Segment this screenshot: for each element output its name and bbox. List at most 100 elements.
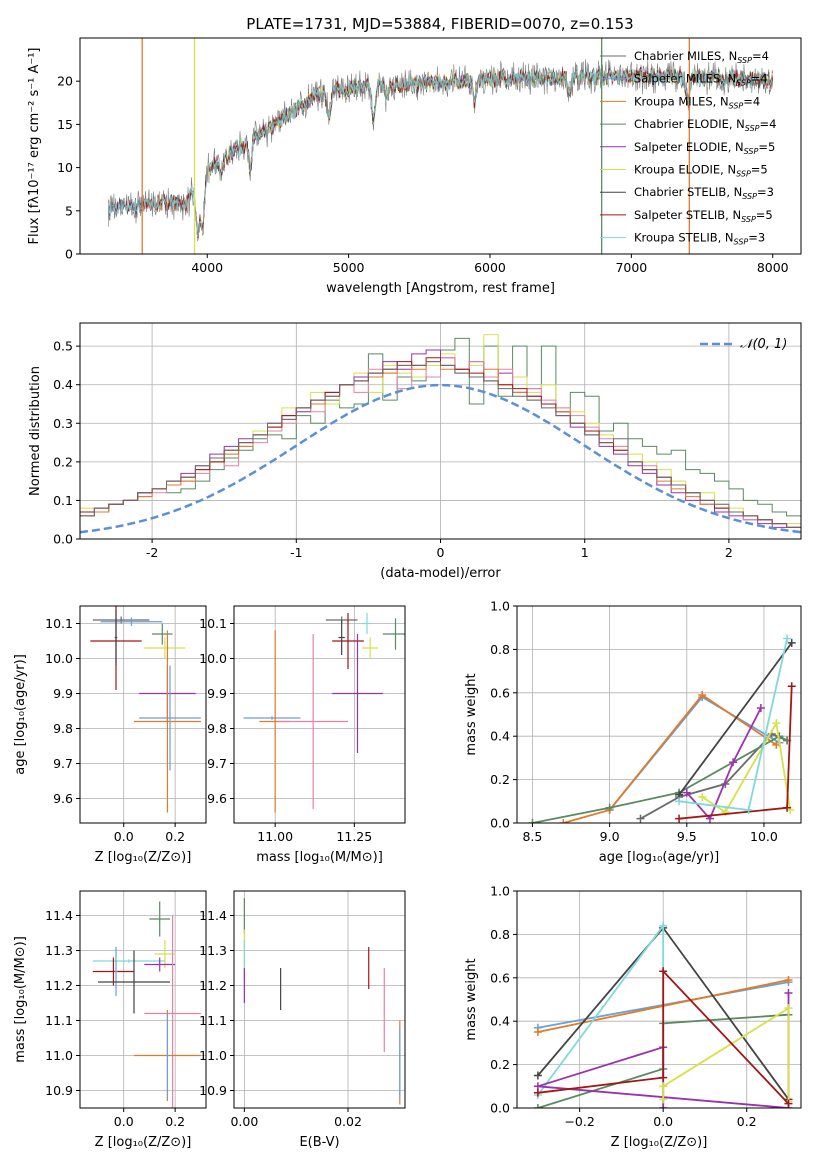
weight-marker	[533, 1104, 542, 1108]
x-axis-label: Z [log₁₀(Z/Z⊙)]	[95, 1135, 192, 1150]
weight-marker	[698, 690, 707, 699]
errorbar-point	[114, 947, 118, 996]
x-tick-label: 1	[581, 545, 589, 560]
y-tick-label: 0.2	[490, 772, 510, 787]
y-tick-label: 9.6	[53, 791, 73, 806]
y-tick-label: 0.4	[53, 377, 73, 392]
histogram-series-0	[80, 337, 801, 521]
y-tick-label: 20	[57, 74, 73, 89]
errorbar-point	[92, 957, 134, 986]
x-tick-label: 8000	[757, 260, 789, 275]
x-tick-label: 0.2	[165, 1114, 185, 1129]
legend-entry: Chabrier ELODIE, NSSP=4	[634, 117, 776, 133]
weight-marker	[783, 634, 792, 643]
legend-sub: SSP	[729, 101, 744, 110]
errorbar-point	[144, 915, 201, 1108]
x-tick-label: 10.0	[750, 829, 778, 844]
errorbar-point	[152, 623, 173, 645]
legend-sub: SSP	[736, 79, 751, 88]
plot-area	[107, 38, 774, 254]
histogram-series-5	[80, 357, 801, 532]
x-axis-label: (data-model)/error	[380, 566, 501, 581]
y-tick-label: 10.0	[45, 651, 73, 666]
x-tick-label: 0	[437, 545, 445, 560]
panel-age-vs-mass: 11.00 11.25 9.6 9.7 9.8 9.9 10.0 10.1 mass [log₁…	[199, 605, 406, 865]
axes-frame	[79, 37, 802, 255]
legend-name: Chabrier ELODIE, N	[634, 117, 745, 131]
legend-suffix: =4	[752, 49, 769, 63]
x-tick-label: 11.00	[257, 829, 293, 844]
weight-marker	[772, 719, 781, 728]
weight-marker	[784, 1099, 793, 1108]
x-axis-label: Z [log₁₀(Z/Z⊙)]	[95, 850, 192, 865]
weight-marker	[659, 967, 668, 976]
panel-mass-vs-z: 0.0 0.2 10.9 11.0 11.1 11.2 11.3 11.4 Z [log₁₀(Z…	[13, 890, 207, 1150]
y-tick-label: 9.7	[207, 756, 227, 771]
x-tick-label: 0.02	[334, 1114, 362, 1129]
y-tick-label: 11.1	[199, 1013, 227, 1028]
x-tick-label: 2	[725, 545, 733, 560]
weight-marker	[784, 975, 793, 984]
legend-suffix: =4	[751, 72, 768, 86]
y-tick-label: 1.0	[490, 599, 510, 614]
y-tick-label: 9.8	[53, 721, 73, 736]
y-tick-label: 11.0	[199, 1048, 227, 1063]
x-tick-label: 8.5	[522, 829, 542, 844]
errorbar-point	[92, 959, 165, 963]
legend: 𝒩(0, 1)	[700, 337, 787, 352]
panel-age-vs-z: 0.0 0.2 9.6 9.7 9.8 9.9 10.0 10.1 Z [log₁₀(Z/Z⊙)…	[13, 605, 207, 865]
panel-weight-vs-z: −0.2 0.0 0.2 0.0 0.2 0.4 0.6 0.8 1.0 Z [log₁₀(Z/Z…	[464, 884, 802, 1150]
errorbar-point	[144, 637, 186, 659]
plot-area	[80, 891, 206, 1108]
weight-marker	[533, 1088, 542, 1097]
y-tick-label: 0.4	[490, 1014, 510, 1029]
y-tick-label: 0.2	[53, 454, 73, 469]
legend-name: Kroupa ELODIE, N	[634, 163, 736, 177]
weight-marker	[784, 1004, 793, 1013]
legend-sub: SSP	[744, 147, 759, 156]
errorbar-point	[114, 609, 118, 666]
weight-marker	[533, 1071, 542, 1080]
legend-suffix: =5	[751, 163, 768, 177]
errorbar-point	[382, 618, 405, 650]
weight-marker	[659, 1095, 668, 1104]
legend-entry: Salpeter ELODIE, NSSP=5	[634, 140, 775, 156]
x-tick-label: 6000	[474, 260, 506, 275]
legend-entry: Chabrier STELIB, NSSP=3	[634, 185, 774, 201]
x-axis-label: age [log₁₀(age/yr)]	[599, 850, 720, 865]
x-tick-label: 5000	[333, 260, 365, 275]
weight-line-6	[662, 1006, 790, 1102]
legend-suffix: =5	[756, 208, 773, 222]
errorbar-point	[134, 630, 201, 813]
weight-marker	[787, 682, 796, 691]
errorbar-point	[362, 613, 372, 634]
legend-name: Chabrier STELIB, N	[634, 185, 742, 199]
y-axis-label: Normed distribution	[28, 366, 43, 496]
x-tick-label: 4000	[191, 260, 223, 275]
y-tick-label: 11.2	[45, 978, 73, 993]
plot-area	[234, 891, 405, 1108]
x-tick-label: 0.0	[114, 829, 134, 844]
y-tick-label: 0.0	[490, 1101, 510, 1116]
axes-frame	[79, 890, 207, 1109]
weight-marker	[528, 819, 537, 823]
x-tick-label: 0.0	[114, 1114, 134, 1129]
weight-marker	[659, 921, 668, 930]
y-tick-label: 10	[57, 160, 73, 175]
y-tick-label: 0.1	[53, 493, 73, 508]
histogram-series-2	[80, 349, 801, 532]
y-tick-label: 10.1	[45, 616, 73, 631]
errorbar-point	[166, 1013, 169, 1098]
x-axis-label: Z [log₁₀(Z/Z⊙)]	[611, 1135, 708, 1150]
weight-marker	[787, 638, 796, 647]
y-tick-label: 9.8	[207, 721, 227, 736]
x-tick-label: 9.5	[677, 829, 697, 844]
errorbar-point	[92, 616, 150, 624]
weight-marker	[659, 1082, 668, 1091]
y-tick-label: 10.9	[45, 1083, 73, 1098]
errorbar-point	[98, 950, 170, 1014]
y-tick-label: 11.4	[45, 908, 73, 923]
weight-marker	[744, 805, 753, 814]
legend-name: Salpeter ELODIE, N	[634, 140, 744, 154]
axes-frame	[79, 322, 802, 540]
